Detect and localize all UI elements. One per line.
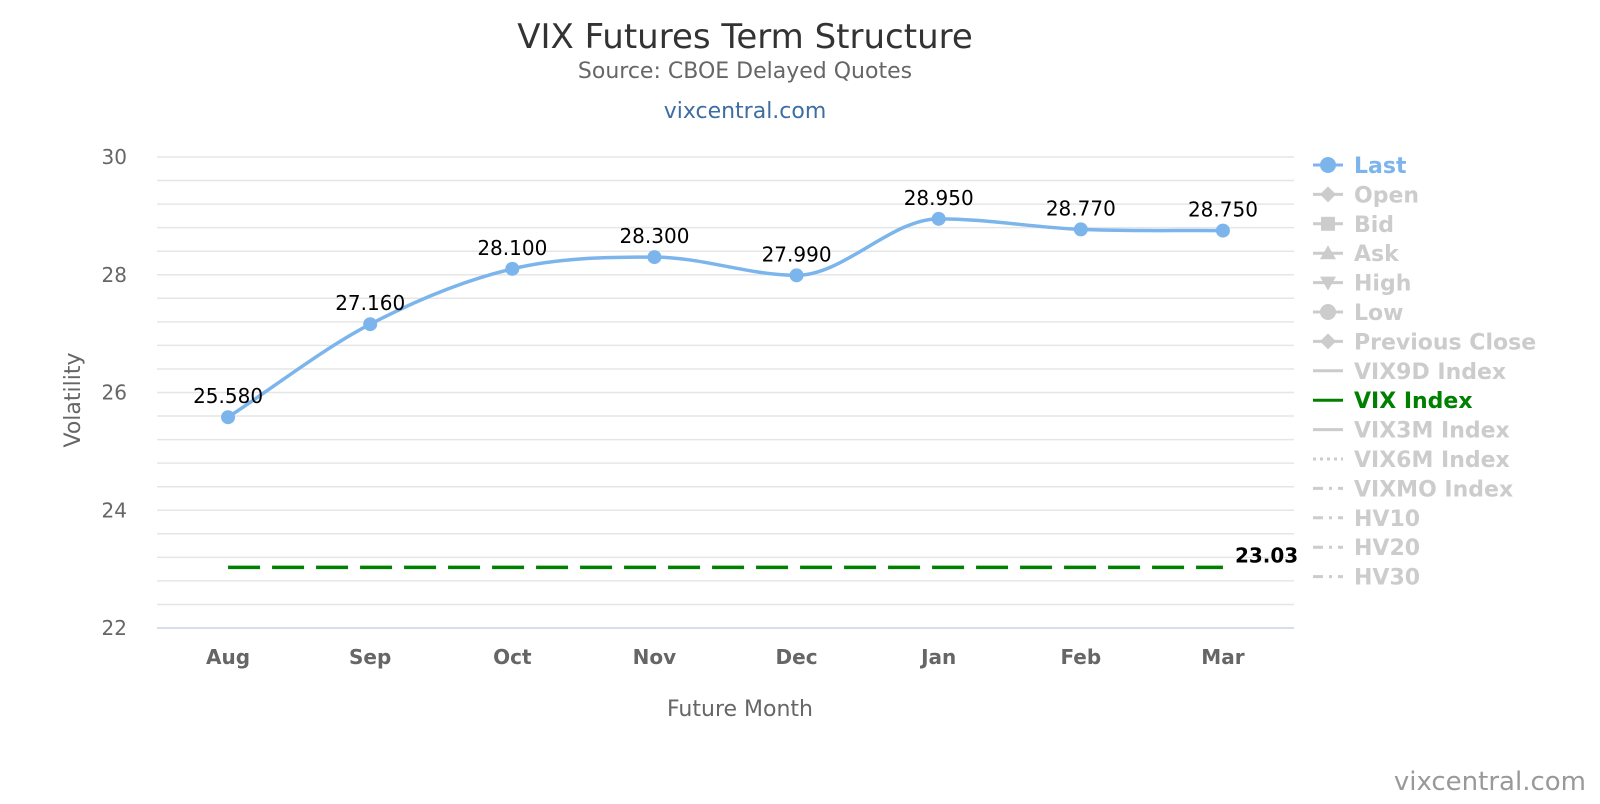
chart-title: VIX Futures Term Structure bbox=[517, 17, 973, 57]
legend-marker-diamond bbox=[1320, 186, 1336, 203]
legend-item-vix-index[interactable]: VIX Index bbox=[1313, 389, 1473, 414]
x-axis: Aug Sep Oct Nov Dec Jan Feb Mar bbox=[157, 627, 1294, 669]
last-line bbox=[227, 217, 1223, 419]
chart-subtitle: Source: CBOE Delayed Quotes bbox=[578, 59, 912, 84]
y-axis: 22 24 26 28 30 bbox=[102, 145, 127, 640]
legend-item-vix6m-index[interactable]: VIX6M Index bbox=[1313, 448, 1510, 473]
legend-item-vix9d-index[interactable]: VIX9D Index bbox=[1313, 360, 1506, 385]
y-tick-label: 28 bbox=[102, 263, 127, 287]
legend-label: HV20 bbox=[1354, 536, 1420, 561]
last-point[interactable] bbox=[931, 211, 946, 226]
last-point[interactable] bbox=[789, 268, 804, 283]
x-axis-title: Future Month bbox=[667, 697, 813, 722]
last-data-label: 28.300 bbox=[619, 224, 689, 248]
y-tick-label: 24 bbox=[102, 498, 127, 522]
x-tick-label: Mar bbox=[1201, 645, 1244, 669]
legend-item-vixmo-index[interactable]: VIXMO Index bbox=[1313, 477, 1513, 502]
legend-label: VIX3M Index bbox=[1354, 419, 1510, 444]
legend-label: Bid bbox=[1354, 213, 1394, 238]
x-tick-label: Aug bbox=[206, 645, 250, 669]
legend-item-ask[interactable]: Ask bbox=[1313, 242, 1400, 267]
x-tick-label: Feb bbox=[1060, 645, 1101, 669]
legend-label: Last bbox=[1354, 154, 1407, 179]
legend-item-hv20[interactable]: HV20 bbox=[1313, 536, 1420, 561]
last-point[interactable] bbox=[363, 317, 378, 332]
legend-label: VIX6M Index bbox=[1354, 448, 1510, 473]
legend-marker-square bbox=[1321, 216, 1335, 231]
x-tick-label: Jan bbox=[919, 645, 956, 669]
y-tick-label: 26 bbox=[102, 381, 127, 405]
legend-item-high[interactable]: High bbox=[1313, 272, 1411, 297]
legend-marker-triangle bbox=[1320, 245, 1336, 260]
last-point[interactable] bbox=[505, 261, 520, 276]
last-point[interactable] bbox=[1073, 222, 1088, 237]
legend-label: HV10 bbox=[1354, 507, 1420, 532]
last-point[interactable] bbox=[1215, 223, 1230, 238]
subtitle-link[interactable]: vixcentral.com bbox=[664, 99, 827, 124]
vix-index-value-label: 23.03 bbox=[1235, 543, 1298, 567]
last-data-label: 25.580 bbox=[193, 384, 263, 408]
legend-marker-circle bbox=[1320, 304, 1336, 320]
legend-label: Ask bbox=[1354, 242, 1400, 267]
y-tick-label: 22 bbox=[102, 616, 127, 640]
last-point[interactable] bbox=[647, 250, 662, 265]
legend-item-low[interactable]: Low bbox=[1313, 301, 1403, 326]
legend-item-vix3m-index[interactable]: VIX3M Index bbox=[1313, 419, 1510, 444]
credit-link[interactable]: vixcentral.com bbox=[1394, 767, 1586, 797]
legend-item-hv30[interactable]: HV30 bbox=[1313, 566, 1420, 591]
legend-label: Low bbox=[1354, 301, 1403, 326]
legend-label: VIX Index bbox=[1354, 389, 1473, 414]
legend-label: HV30 bbox=[1354, 566, 1420, 591]
last-point[interactable] bbox=[221, 410, 236, 425]
x-tick-label: Nov bbox=[633, 645, 677, 669]
legend-label: VIXMO Index bbox=[1354, 477, 1513, 502]
last-data-label: 27.160 bbox=[335, 291, 405, 315]
y-axis-title: Volatility bbox=[61, 352, 86, 447]
series-vix-index: 23.03 bbox=[228, 543, 1298, 570]
legend: Last Open Bid Ask High Low Previous Close VIX9D… bbox=[1313, 154, 1536, 591]
series-last: 25.580 27.160 28.100 28.300 27.990 28.950 28.7… bbox=[193, 186, 1258, 425]
legend-item-open[interactable]: Open bbox=[1313, 183, 1419, 208]
last-data-label: 28.750 bbox=[1188, 198, 1258, 222]
y-tick-label: 30 bbox=[102, 145, 127, 169]
x-tick-label: Oct bbox=[493, 645, 532, 669]
last-data-label: 28.770 bbox=[1046, 196, 1116, 220]
legend-item-bid[interactable]: Bid bbox=[1313, 213, 1394, 238]
x-tick-label: Sep bbox=[349, 645, 391, 669]
legend-label: High bbox=[1354, 272, 1411, 297]
legend-label: Open bbox=[1354, 183, 1419, 208]
legend-marker-diamond bbox=[1320, 333, 1336, 350]
last-data-label: 27.990 bbox=[762, 242, 832, 266]
x-tick-label: Dec bbox=[776, 645, 818, 669]
last-data-label: 28.950 bbox=[904, 186, 974, 210]
legend-label: VIX9D Index bbox=[1354, 360, 1506, 385]
legend-marker-triangle-down bbox=[1320, 276, 1336, 291]
legend-label: Previous Close bbox=[1354, 330, 1536, 355]
grid-lines bbox=[157, 156, 1294, 629]
legend-marker-circle bbox=[1320, 157, 1336, 173]
last-data-label: 28.100 bbox=[477, 236, 547, 260]
legend-item-previous-close[interactable]: Previous Close bbox=[1313, 330, 1536, 355]
legend-item-hv10[interactable]: HV10 bbox=[1313, 507, 1420, 532]
legend-item-last[interactable]: Last bbox=[1313, 154, 1407, 179]
